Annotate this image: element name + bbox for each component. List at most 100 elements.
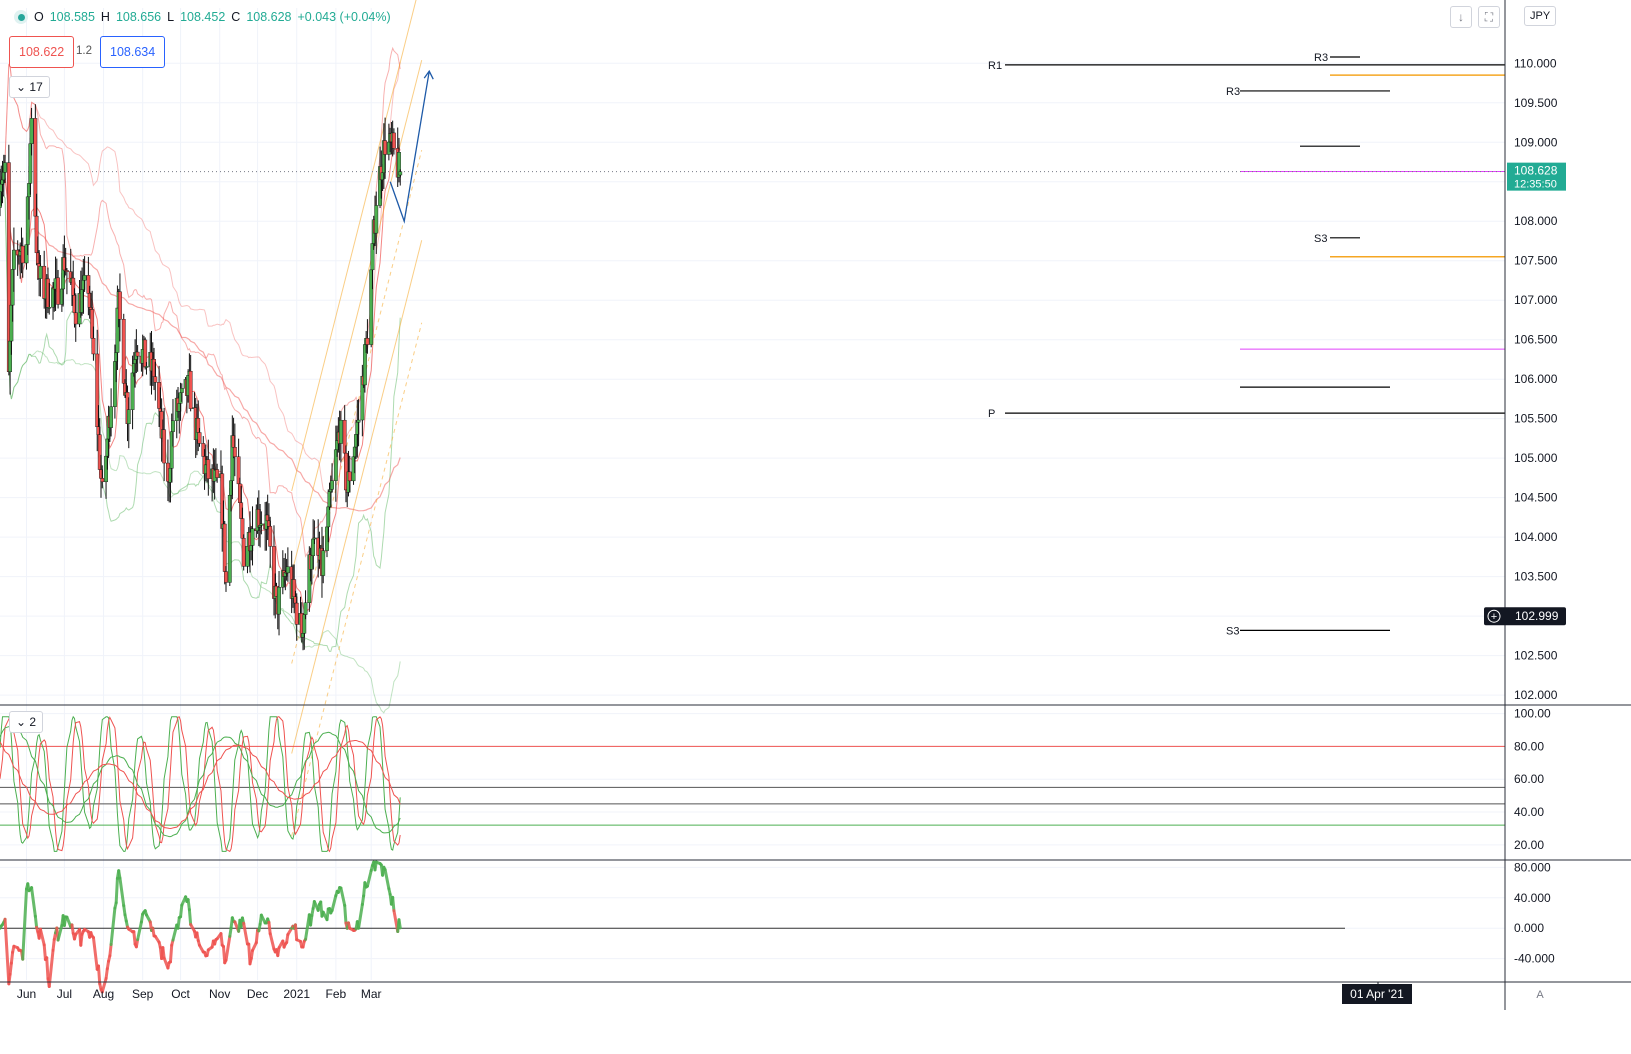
close-label: C bbox=[231, 10, 241, 24]
candle bbox=[330, 463, 334, 493]
momentum-segment bbox=[132, 930, 137, 946]
buy-button[interactable]: 108.634 bbox=[100, 36, 166, 68]
candle bbox=[224, 566, 228, 592]
stoch-tick-label: 60.00 bbox=[1514, 772, 1544, 786]
candle bbox=[241, 534, 246, 571]
candle-body bbox=[383, 140, 387, 155]
candle-body bbox=[126, 409, 131, 425]
candle-body bbox=[277, 587, 281, 615]
price-tick-label: 102.500 bbox=[1514, 649, 1558, 663]
price-tick-label: 105.000 bbox=[1514, 451, 1558, 465]
candle-body bbox=[206, 459, 211, 479]
crosshair-badge bbox=[1484, 607, 1566, 626]
momentum-segment bbox=[309, 914, 314, 927]
price-tick-label: 107.500 bbox=[1514, 254, 1558, 268]
momentum-segment bbox=[100, 976, 108, 994]
candle bbox=[118, 273, 122, 342]
candle bbox=[215, 463, 220, 483]
candle-body bbox=[100, 478, 105, 483]
candle bbox=[162, 407, 167, 482]
momentum-tick-label: 0.000 bbox=[1514, 921, 1544, 935]
download-icon[interactable]: ↓ bbox=[1450, 6, 1472, 28]
candle bbox=[365, 319, 370, 354]
momentum-tick-label: -40.000 bbox=[1514, 952, 1555, 966]
momentum-segment bbox=[219, 932, 224, 947]
candle-body bbox=[294, 602, 299, 625]
candle bbox=[135, 345, 140, 372]
price-tick-label: 104.000 bbox=[1514, 530, 1558, 544]
momentum-segment bbox=[136, 920, 143, 942]
candle bbox=[100, 465, 105, 489]
axes: 102.000102.500103.000103.500104.000104.5… bbox=[0, 0, 1631, 1010]
stoch-slow-d-line bbox=[0, 740, 401, 830]
candle-body bbox=[3, 162, 7, 173]
momentum-segment bbox=[33, 914, 39, 929]
candle-body bbox=[215, 469, 220, 478]
momentum-segment bbox=[109, 906, 117, 946]
arrow-head bbox=[423, 69, 434, 80]
candle bbox=[82, 256, 87, 292]
momentum-segment bbox=[104, 967, 109, 980]
candle-body bbox=[330, 480, 334, 490]
candle bbox=[398, 169, 403, 186]
time-tick-label: Oct bbox=[171, 987, 190, 1001]
candle bbox=[356, 399, 361, 447]
time-tick-label: Feb bbox=[326, 987, 347, 1001]
candle-body bbox=[398, 171, 403, 176]
date-badge-label: 01 Apr '21 bbox=[1350, 987, 1404, 1001]
bb20-lower-line bbox=[0, 191, 401, 652]
candle bbox=[206, 439, 211, 496]
candle bbox=[294, 593, 299, 641]
price-tick-label: 109.000 bbox=[1514, 135, 1558, 149]
candle-body bbox=[312, 537, 317, 540]
momentum-segment bbox=[224, 934, 232, 962]
momentum-segment bbox=[47, 948, 55, 989]
candle bbox=[3, 154, 7, 183]
price-tick-label: 102.000 bbox=[1514, 688, 1558, 702]
bb20-upper-line bbox=[0, 46, 401, 558]
price-tick-label: 108.000 bbox=[1514, 214, 1558, 228]
chevron-down-icon: ⌄ bbox=[16, 715, 27, 729]
candle bbox=[56, 269, 60, 309]
oscillator-toggle[interactable]: ⌄ 2 bbox=[9, 711, 44, 733]
pivot-level-label: R3 bbox=[1226, 86, 1240, 98]
momentum-segment bbox=[45, 956, 50, 981]
candle-body bbox=[118, 291, 122, 320]
maximize-icon[interactable]: ⛶ bbox=[1478, 6, 1500, 28]
grid bbox=[0, 8, 1505, 980]
oscillator-count: 2 bbox=[29, 715, 37, 729]
plus-icon: + bbox=[1491, 611, 1497, 623]
price-tick-label: 110.000 bbox=[1514, 56, 1557, 70]
candle bbox=[171, 399, 175, 447]
projection-path bbox=[389, 71, 430, 224]
candle bbox=[312, 520, 317, 545]
slow-ma-line bbox=[0, 177, 401, 512]
candle-body bbox=[11, 249, 16, 270]
currency-badge[interactable]: JPY bbox=[1524, 6, 1557, 26]
candle-body bbox=[347, 471, 352, 482]
fib-channel-line bbox=[291, 60, 423, 574]
momentum-segment bbox=[168, 943, 174, 964]
open-label: O bbox=[34, 10, 44, 24]
time-tick-label: Nov bbox=[209, 987, 230, 1001]
candle-body bbox=[47, 307, 52, 309]
stoch-tick-label: 40.00 bbox=[1514, 805, 1544, 819]
momentum-segment bbox=[30, 886, 37, 918]
candle bbox=[188, 354, 193, 412]
candle bbox=[11, 227, 16, 292]
candle bbox=[232, 423, 237, 477]
fib-channel-line bbox=[291, 0, 417, 492]
candle bbox=[392, 128, 396, 155]
indicator-count: 17 bbox=[29, 80, 43, 94]
fib-channel-line bbox=[291, 322, 423, 837]
candle bbox=[179, 383, 184, 402]
momentum-segment bbox=[179, 903, 184, 919]
momentum-segment bbox=[187, 908, 193, 926]
candle bbox=[285, 547, 290, 582]
main-indicators-toggle[interactable]: ⌄ 17 bbox=[9, 76, 50, 98]
sell-button[interactable]: 108.622 bbox=[9, 36, 75, 68]
countdown-label: 12:35:50 bbox=[1514, 179, 1557, 191]
price-tick-label: 104.500 bbox=[1514, 491, 1558, 505]
candle bbox=[347, 455, 352, 493]
